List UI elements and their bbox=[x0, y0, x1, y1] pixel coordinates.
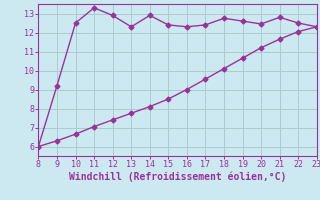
X-axis label: Windchill (Refroidissement éolien,°C): Windchill (Refroidissement éolien,°C) bbox=[69, 172, 286, 182]
